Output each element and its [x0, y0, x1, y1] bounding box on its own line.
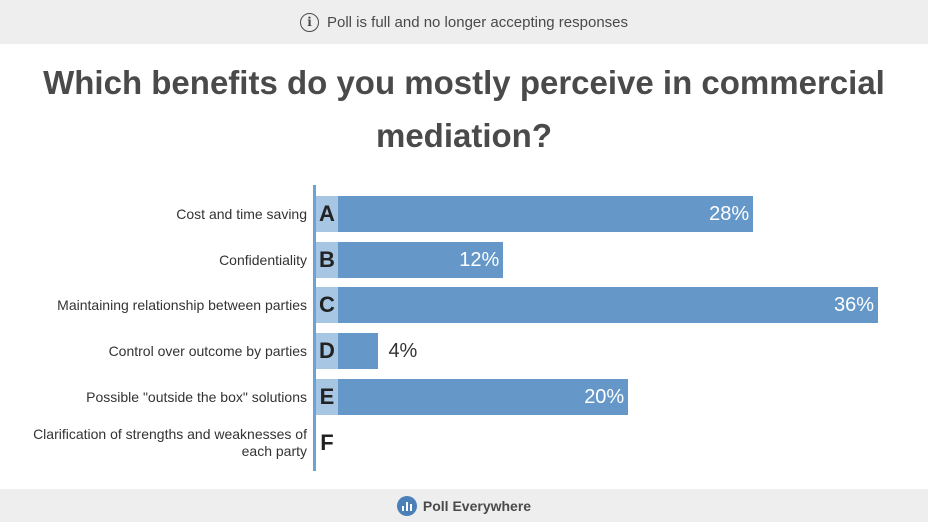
info-icon: i [299, 12, 319, 32]
row-label: Cost and time saving [176, 205, 307, 222]
option-letter: E [316, 379, 338, 415]
value-label: 12% [459, 249, 500, 271]
row-label: Clarification of strengths and weaknesse… [33, 426, 307, 459]
value-label: 20% [584, 386, 625, 408]
footer: Poll Everywhere [0, 489, 928, 522]
option-letter: D [316, 333, 338, 369]
value-label: 4% [388, 340, 418, 362]
bar [316, 379, 629, 415]
value-label: 28% [709, 203, 750, 225]
bar [316, 196, 754, 232]
poll-closed-banner: i Poll is full and no longer accepting r… [0, 0, 928, 44]
value-label: 36% [833, 294, 874, 316]
option-letter: A [316, 196, 338, 232]
row-label: Possible "outside the box" solutions [86, 388, 307, 405]
chart-axis [313, 185, 316, 471]
row-label: Confidentiality [219, 251, 307, 268]
bar [316, 242, 504, 278]
option-letter: B [316, 242, 338, 278]
poll-everywhere-logo-icon [396, 495, 417, 516]
footer-brand: Poll Everywhere [422, 497, 532, 514]
option-letter: F [320, 430, 334, 455]
bar [316, 287, 878, 323]
row-label: Control over outcome by parties [108, 342, 307, 359]
row-label: Maintaining relationship between parties [57, 296, 307, 313]
banner-text: Poll is full and no longer accepting res… [326, 13, 629, 31]
option-letter: C [316, 287, 338, 323]
poll-question: Which benefits do you mostly perceive in… [43, 64, 885, 154]
